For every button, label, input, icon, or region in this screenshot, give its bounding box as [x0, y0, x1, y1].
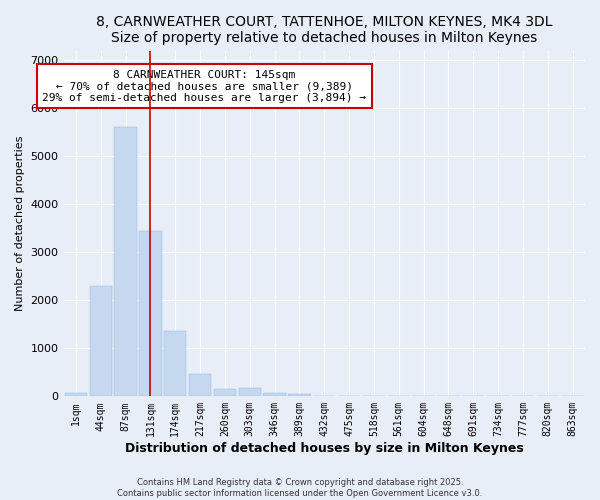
Bar	[189, 374, 211, 396]
Bar	[214, 388, 236, 396]
Bar	[139, 230, 161, 396]
Bar	[239, 388, 261, 396]
Text: Contains HM Land Registry data © Crown copyright and database right 2025.
Contai: Contains HM Land Registry data © Crown c…	[118, 478, 482, 498]
Bar	[115, 128, 137, 396]
Bar	[65, 392, 87, 396]
Bar	[164, 332, 187, 396]
Title: 8, CARNWEATHER COURT, TATTENHOE, MILTON KEYNES, MK4 3DL
Size of property relativ: 8, CARNWEATHER COURT, TATTENHOE, MILTON …	[96, 15, 553, 45]
Bar	[89, 286, 112, 397]
Y-axis label: Number of detached properties: Number of detached properties	[15, 136, 25, 311]
Bar	[288, 394, 311, 396]
Bar	[263, 394, 286, 396]
X-axis label: Distribution of detached houses by size in Milton Keynes: Distribution of detached houses by size …	[125, 442, 524, 455]
Text: 8 CARNWEATHER COURT: 145sqm
← 70% of detached houses are smaller (9,389)
29% of : 8 CARNWEATHER COURT: 145sqm ← 70% of det…	[43, 70, 367, 103]
